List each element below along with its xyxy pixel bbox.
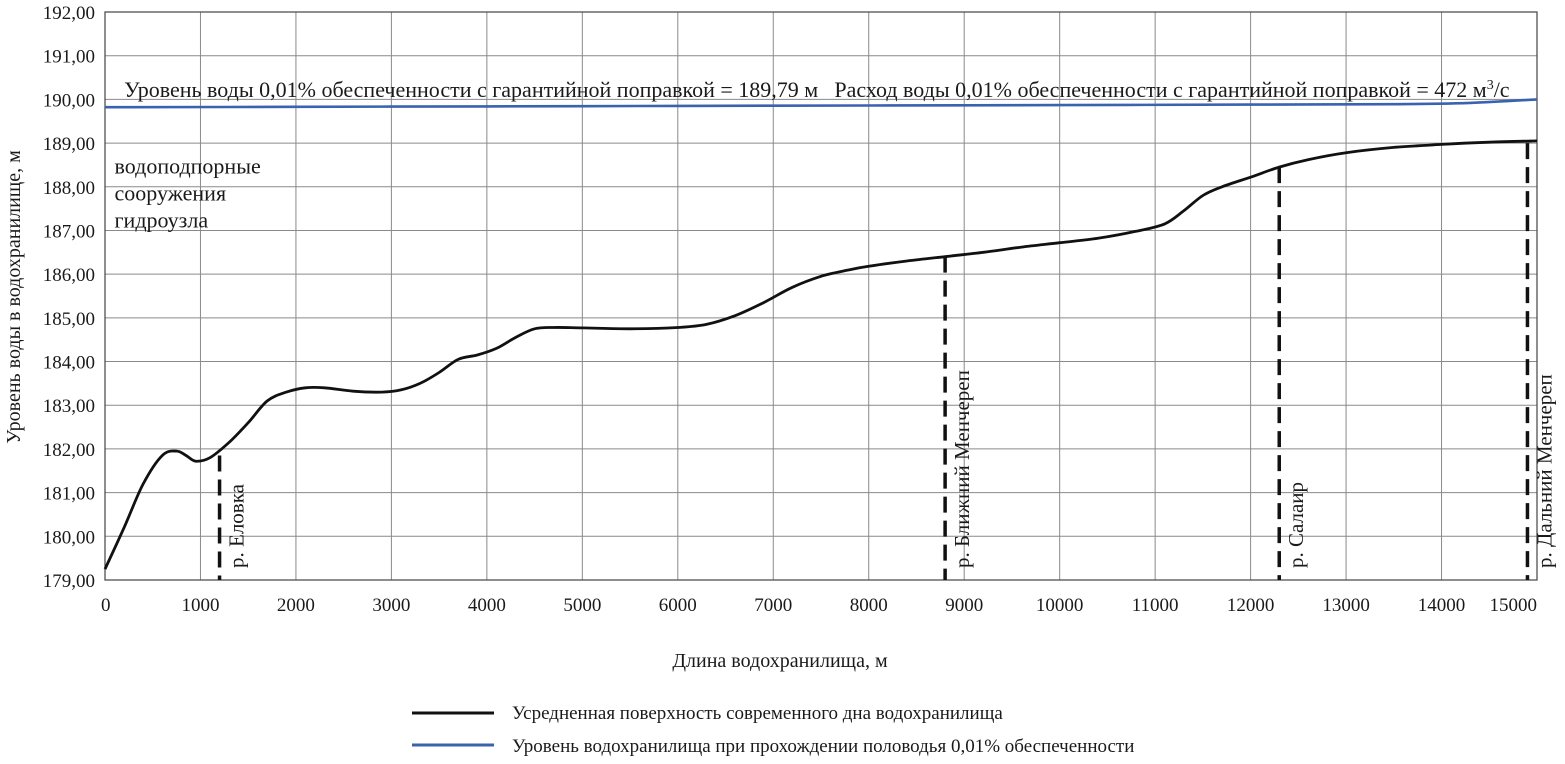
y-tick-label: 183,00 xyxy=(43,396,95,417)
y-tick-label: 179,00 xyxy=(43,571,95,592)
x-tick-label: 12000 xyxy=(1227,595,1275,616)
river-marker-label: р. Дальний Менчереп xyxy=(1532,374,1556,568)
x-tick-label: 11000 xyxy=(1132,595,1179,616)
river-marker-label: р. Ближний Менчереп xyxy=(950,370,974,568)
y-tick-label: 192,00 xyxy=(43,3,95,24)
x-tick-label: 6000 xyxy=(659,595,697,616)
x-tick-label: 14000 xyxy=(1418,595,1466,616)
x-tick-label: 10000 xyxy=(1036,595,1084,616)
legend-label-flood-level: Уровень водохранилища при прохождении по… xyxy=(512,736,1134,757)
annotation-discharge: Расход воды 0,01% обеспеченности с гаран… xyxy=(834,77,1509,102)
x-tick-label: 3000 xyxy=(372,595,410,616)
annotation-water-level: Уровень воды 0,01% обеспеченности с гара… xyxy=(124,77,818,102)
y-tick-label: 190,00 xyxy=(43,90,95,111)
x-tick-label: 15000 xyxy=(1490,595,1538,616)
annotation-discharge-superscript: 3 xyxy=(1487,78,1494,93)
x-tick-label: 9000 xyxy=(945,595,983,616)
y-tick-label: 184,00 xyxy=(43,353,95,374)
y-tick-label: 186,00 xyxy=(43,265,95,286)
x-tick-label: 8000 xyxy=(850,595,888,616)
annotation-dam-structures: сооружения xyxy=(115,181,227,206)
river-marker-label: р. Салаир xyxy=(1284,482,1308,568)
river-marker-label: р. Еловка xyxy=(225,483,249,568)
series-line-flood-level xyxy=(104,98,1538,109)
y-axis-title: Уровень воды в водохранилище, м xyxy=(3,150,25,444)
x-tick-label: 5000 xyxy=(563,595,601,616)
y-tick-label: 181,00 xyxy=(43,484,95,505)
legend-label-bottom-surface: Усредненная поверхность современного дна… xyxy=(512,703,1003,724)
y-tick-label: 182,00 xyxy=(43,440,95,461)
legend: Усредненная поверхность современного дна… xyxy=(412,703,1134,757)
y-tick-label: 188,00 xyxy=(43,178,95,199)
x-tick-label: 13000 xyxy=(1322,595,1370,616)
y-tick-label: 187,00 xyxy=(43,221,95,242)
plot-frame xyxy=(104,11,1538,581)
y-tick-label: 191,00 xyxy=(43,47,95,68)
x-tick-label: 0 xyxy=(101,595,111,616)
x-axis-title: Длина водохранилища, м xyxy=(672,650,888,672)
annotation-dam-structures: гидроузла xyxy=(115,208,209,233)
annotations: р. Еловка р. Ближний Менчереп р. Салаир р. … xyxy=(115,77,1557,568)
series-lines xyxy=(103,98,1538,570)
y-tick-label: 180,00 xyxy=(43,527,95,548)
y-tick-label: 189,00 xyxy=(43,134,95,155)
x-tick-label: 4000 xyxy=(468,595,506,616)
annotation-dam-structures: водоподпорные xyxy=(115,154,261,179)
x-tick-label: 7000 xyxy=(754,595,792,616)
river-markers xyxy=(217,143,1530,580)
x-tick-label: 1000 xyxy=(181,595,219,616)
series-line-bottom-surface xyxy=(103,139,1538,570)
tick-labels: 0 1000 2000 3000 4000 5000 6000 7000 8000 9000 100… xyxy=(43,3,1537,616)
y-tick-label: 185,00 xyxy=(43,309,95,330)
annotation-discharge-prefix: Расход воды 0,01% обеспеченности с гаран… xyxy=(834,77,1486,102)
x-tick-label: 2000 xyxy=(277,595,315,616)
annotation-discharge-suffix: /с xyxy=(1494,77,1510,102)
